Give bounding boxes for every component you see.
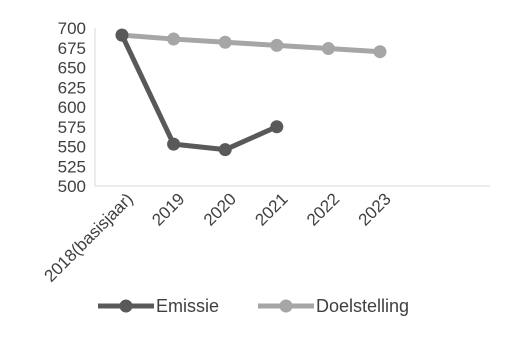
y-tick-label: 625 [58,78,86,97]
x-tick-label: 2023 [355,189,395,229]
series-layer [115,28,387,157]
data-point-doelstelling [167,32,181,46]
y-tick-label: 550 [58,138,86,157]
x-tick-label: 2021 [251,189,291,229]
legend-swatch-marker [279,299,293,313]
y-tick-label: 700 [58,19,86,38]
data-point-doelstelling [373,45,387,59]
data-point-doelstelling [218,35,232,49]
series-line-doelstelling [121,32,381,55]
y-tick-label: 650 [58,59,86,78]
legend-label-doelstelling: Doelstelling [316,296,409,316]
y-tick-label: 525 [58,157,86,176]
x-tick-label: 2022 [303,189,343,229]
data-point-emissie [167,137,181,151]
y-tick-label: 575 [58,118,86,137]
x-axis-labels: 2018(basisjaar) 2019 2020 2021 2022 2023 [41,189,395,285]
data-point-doelstelling [321,42,335,56]
y-tick-label: 600 [58,98,86,117]
legend-label-emissie: Emissie [156,296,219,316]
data-point-emissie [218,143,232,157]
x-tick-label: 2018(basisjaar) [41,189,137,285]
legend-swatch-marker [119,299,133,313]
y-tick-label: 675 [58,39,86,58]
data-point-emissie [115,28,129,42]
legend: Emissie Doelstelling [98,296,409,316]
y-tick-label: 500 [58,177,86,196]
x-tick-label: 2019 [148,189,188,229]
data-point-emissie [270,120,284,134]
series-line-emissie [119,34,278,153]
x-tick-label: 2020 [200,189,240,229]
data-point-doelstelling [270,38,284,52]
